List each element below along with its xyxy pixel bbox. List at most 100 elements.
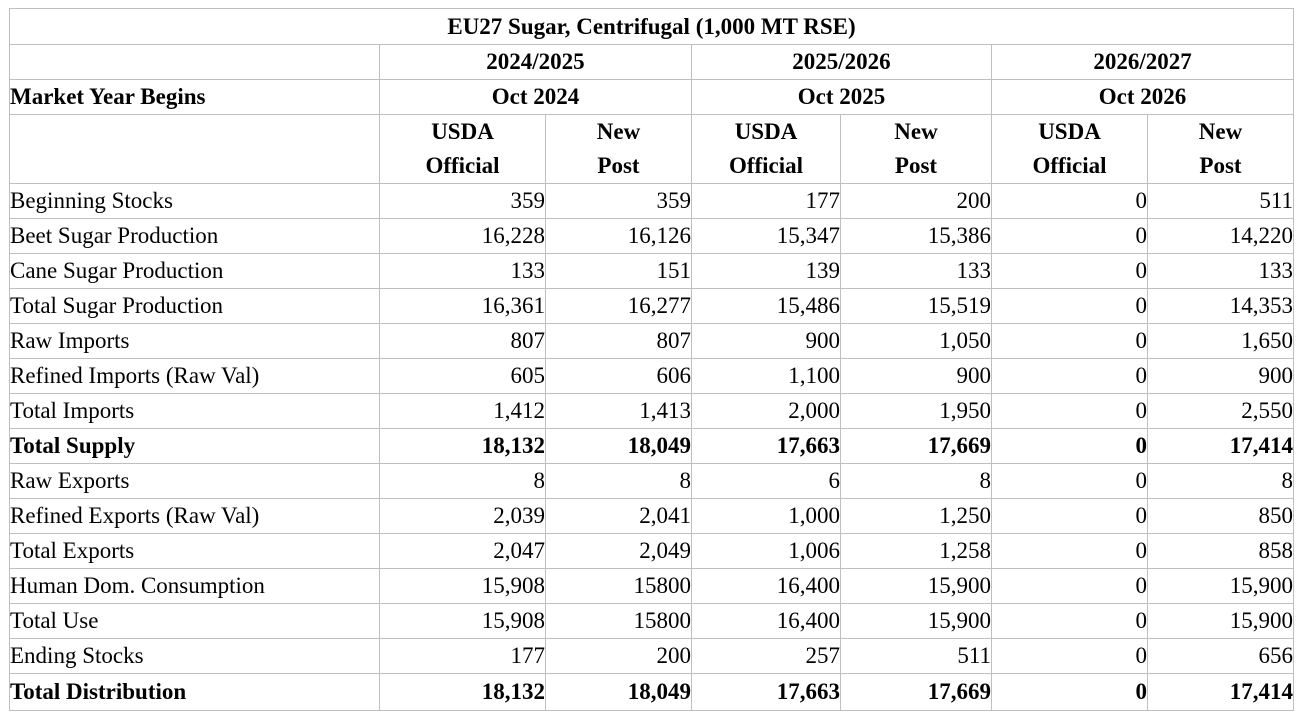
begins-oct-2025: Oct 2025 bbox=[691, 79, 992, 115]
value-cell: 177 bbox=[691, 183, 841, 219]
table-title: EU27 Sugar, Centrifugal (1,000 MT RSE) bbox=[8, 8, 1295, 45]
value-cell: 15,908 bbox=[379, 603, 546, 639]
value-cell: 511 bbox=[840, 638, 992, 674]
value-cell: 15800 bbox=[545, 603, 692, 639]
value-cell: 0 bbox=[991, 183, 1148, 219]
value-cell: 605 bbox=[379, 358, 546, 394]
value-cell: 15,519 bbox=[840, 288, 992, 324]
subheader-row: USDA Official New Post USDA Official New… bbox=[9, 114, 1295, 184]
value-cell: 807 bbox=[379, 323, 546, 359]
psd-table: EU27 Sugar, Centrifugal (1,000 MT RSE) 2… bbox=[8, 8, 1295, 711]
value-cell: 511 bbox=[1146, 183, 1295, 219]
value-cell: 8 bbox=[1146, 463, 1295, 499]
subheader-line: Official bbox=[728, 153, 804, 178]
subheader-usda-official: USDA Official bbox=[379, 114, 546, 184]
value-cell: 17,663 bbox=[691, 673, 841, 711]
table-row-raw-imports: Raw Imports 807 807 900 1,050 0 1,650 bbox=[9, 323, 1295, 359]
row-label: Total Supply bbox=[9, 428, 380, 464]
subheader-line: USDA bbox=[431, 119, 494, 144]
value-cell: 15,386 bbox=[840, 218, 992, 254]
table-row-beet-sugar-production: Beet Sugar Production 16,228 16,126 15,3… bbox=[9, 218, 1295, 254]
value-cell: 1,412 bbox=[379, 393, 546, 429]
value-cell: 18,132 bbox=[379, 428, 546, 464]
subheader-line: New bbox=[1198, 119, 1243, 144]
row-label: Ending Stocks bbox=[9, 638, 380, 674]
value-cell: 0 bbox=[991, 288, 1148, 324]
value-cell: 16,400 bbox=[691, 603, 841, 639]
value-cell: 0 bbox=[991, 603, 1148, 639]
subheader-usda-official: USDA Official bbox=[691, 114, 841, 184]
value-cell: 0 bbox=[991, 498, 1148, 534]
value-cell: 359 bbox=[379, 183, 546, 219]
row-label: Total Use bbox=[9, 603, 380, 639]
row-label: Raw Exports bbox=[9, 463, 380, 499]
table-row-total-exports: Total Exports 2,047 2,049 1,006 1,258 0 … bbox=[9, 533, 1295, 569]
value-cell: 2,049 bbox=[545, 533, 692, 569]
begins-oct-2024: Oct 2024 bbox=[379, 79, 692, 115]
subheader-line: Official bbox=[425, 153, 500, 178]
row-label: Refined Imports (Raw Val) bbox=[9, 358, 380, 394]
table-row-total-imports: Total Imports 1,412 1,413 2,000 1,950 0 … bbox=[9, 393, 1295, 429]
value-cell: 1,050 bbox=[840, 323, 992, 359]
value-cell: 858 bbox=[1146, 533, 1295, 569]
subheader-usda-official: USDA Official bbox=[991, 114, 1148, 184]
table-row-total-sugar-production: Total Sugar Production 16,361 16,277 15,… bbox=[9, 288, 1295, 324]
year-header-2024-2025: 2024/2025 bbox=[379, 44, 692, 80]
value-cell: 15,900 bbox=[1146, 603, 1295, 639]
row-label: Cane Sugar Production bbox=[9, 253, 380, 289]
subheader-line: USDA bbox=[734, 119, 798, 144]
table-row-total-supply: Total Supply 18,132 18,049 17,663 17,669… bbox=[9, 428, 1295, 464]
value-cell: 18,049 bbox=[545, 428, 692, 464]
row-label: Refined Exports (Raw Val) bbox=[9, 498, 380, 534]
value-cell: 15,347 bbox=[691, 218, 841, 254]
row-label: Total Distribution bbox=[9, 673, 380, 711]
value-cell: 850 bbox=[1146, 498, 1295, 534]
value-cell: 14,353 bbox=[1146, 288, 1295, 324]
empty-cell bbox=[9, 114, 380, 184]
table-row-refined-exports: Refined Exports (Raw Val) 2,039 2,041 1,… bbox=[9, 498, 1295, 534]
table-row-refined-imports: Refined Imports (Raw Val) 605 606 1,100 … bbox=[9, 358, 1295, 394]
subheader-line: Post bbox=[894, 153, 938, 178]
value-cell: 16,126 bbox=[545, 218, 692, 254]
value-cell: 15,486 bbox=[691, 288, 841, 324]
value-cell: 359 bbox=[545, 183, 692, 219]
value-cell: 0 bbox=[991, 638, 1148, 674]
table-row-ending-stocks: Ending Stocks 177 200 257 511 0 656 bbox=[9, 638, 1295, 674]
table-row-total-distribution: Total Distribution 18,132 18,049 17,663 … bbox=[9, 673, 1295, 711]
value-cell: 606 bbox=[545, 358, 692, 394]
value-cell: 2,047 bbox=[379, 533, 546, 569]
value-cell: 0 bbox=[991, 358, 1148, 394]
value-cell: 2,039 bbox=[379, 498, 546, 534]
value-cell: 8 bbox=[545, 463, 692, 499]
value-cell: 1,100 bbox=[691, 358, 841, 394]
value-cell: 1,006 bbox=[691, 533, 841, 569]
empty-cell bbox=[9, 44, 380, 80]
market-year-begins-label: Market Year Begins bbox=[9, 79, 380, 115]
subheader-line: Post bbox=[1199, 153, 1242, 178]
value-cell: 1,650 bbox=[1146, 323, 1295, 359]
value-cell: 17,669 bbox=[840, 428, 992, 464]
subheader-new-post: New Post bbox=[545, 114, 692, 184]
value-cell: 2,000 bbox=[691, 393, 841, 429]
table-row-cane-sugar-production: Cane Sugar Production 133 151 139 133 0 … bbox=[9, 253, 1295, 289]
row-label: Beginning Stocks bbox=[9, 183, 380, 219]
subheader-line: USDA bbox=[1038, 119, 1101, 144]
value-cell: 2,550 bbox=[1146, 393, 1295, 429]
value-cell: 900 bbox=[840, 358, 992, 394]
value-cell: 257 bbox=[691, 638, 841, 674]
begins-oct-2026: Oct 2026 bbox=[990, 79, 1295, 115]
value-cell: 2,041 bbox=[545, 498, 692, 534]
value-cell: 17,663 bbox=[691, 428, 841, 464]
value-cell: 15800 bbox=[545, 568, 692, 604]
table-row-beginning-stocks: Beginning Stocks 359 359 177 200 0 511 bbox=[9, 183, 1295, 219]
value-cell: 6 bbox=[691, 463, 841, 499]
value-cell: 200 bbox=[545, 638, 692, 674]
year-header-2025-2026: 2025/2026 bbox=[691, 44, 992, 80]
value-cell: 1,950 bbox=[840, 393, 992, 429]
value-cell: 16,400 bbox=[691, 568, 841, 604]
value-cell: 656 bbox=[1146, 638, 1295, 674]
subheader-new-post: New Post bbox=[840, 114, 992, 184]
value-cell: 14,220 bbox=[1146, 218, 1295, 254]
value-cell: 17,669 bbox=[840, 673, 992, 711]
